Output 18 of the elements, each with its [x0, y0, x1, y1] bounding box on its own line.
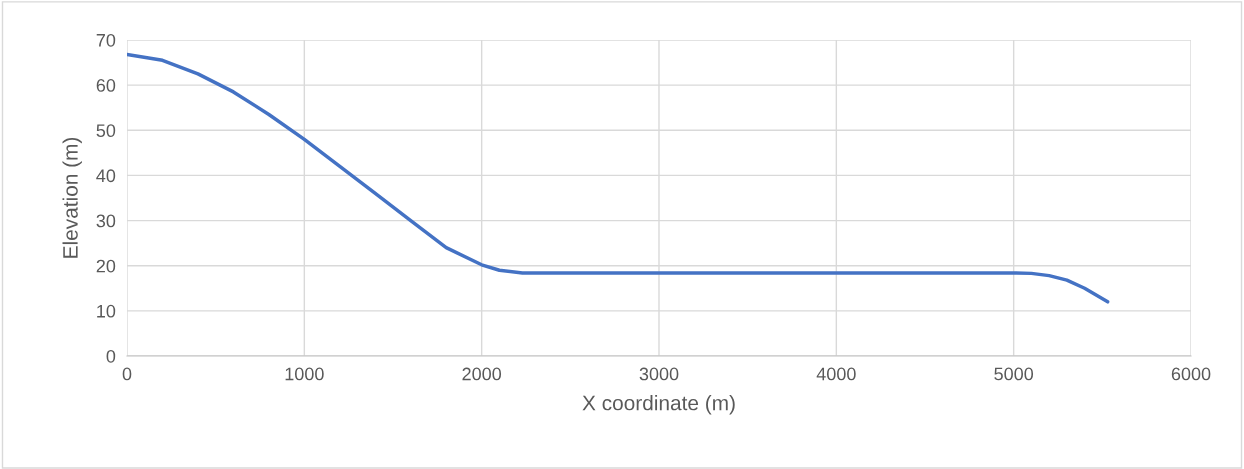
y-tick-label: 10	[97, 304, 116, 318]
x-tick-label: 6000	[1171, 367, 1211, 381]
y-tick-label: 20	[96, 259, 116, 273]
x-axis-title: X coordinate (m)	[582, 395, 735, 415]
x-tick-label: 3000	[639, 367, 679, 381]
y-tick-label: 70	[96, 33, 116, 47]
y-tick-label: 60	[96, 79, 116, 92]
x-tick-label: 1000	[285, 367, 324, 381]
x-tick-label: 0	[122, 367, 132, 381]
y-tick-label: 30	[96, 214, 116, 228]
y-tick-label: 40	[96, 169, 116, 183]
x-tick-label: 2000	[462, 367, 502, 381]
y-tick-label: 0	[106, 349, 116, 363]
y-tick-label: 50	[96, 124, 116, 138]
x-tick-label: 4000	[816, 367, 856, 381]
line-series	[127, 52, 1110, 304]
y-axis-title: Elevation (m)	[62, 137, 82, 258]
x-tick-label: 5000	[994, 367, 1034, 381]
